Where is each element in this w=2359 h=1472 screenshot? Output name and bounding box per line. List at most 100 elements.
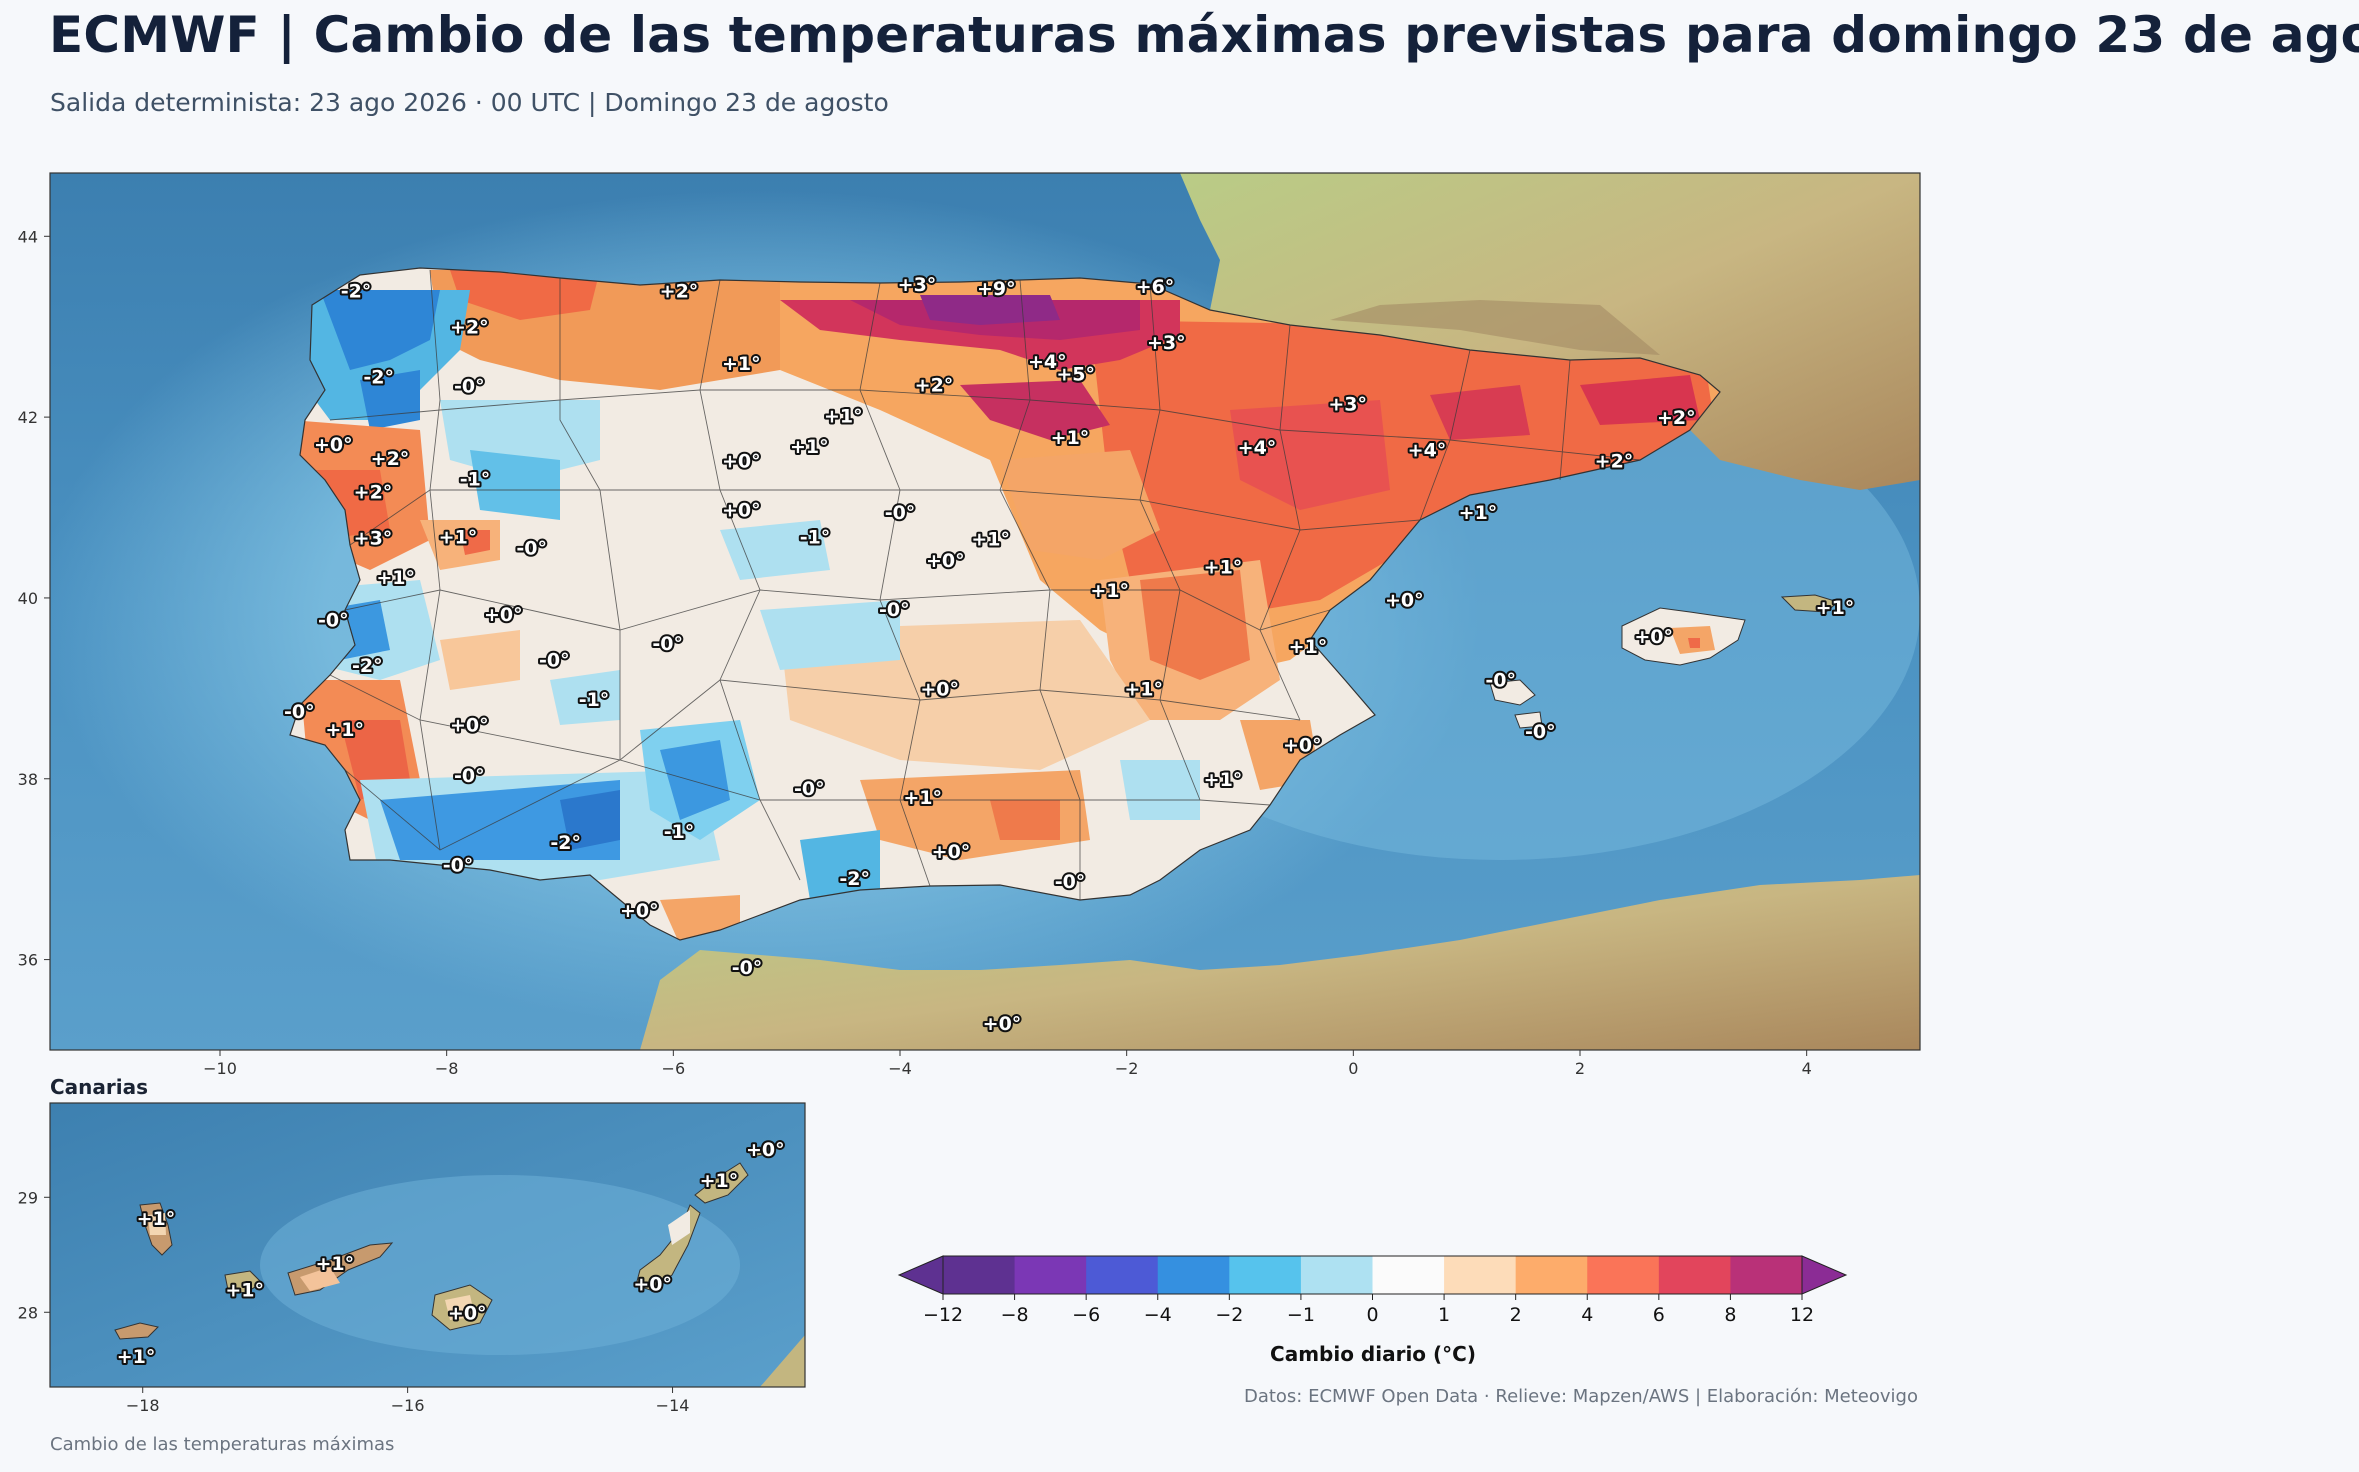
- main_map-value-label: +0°: [1283, 734, 1322, 756]
- main_map-value-label: -1°: [800, 526, 831, 548]
- baleares: [1489, 594, 1840, 729]
- main_map-value-label: -2°: [352, 655, 383, 677]
- main_map-value-label: +1°: [325, 719, 364, 741]
- main_map-value-label: +1°: [1289, 636, 1328, 658]
- main-map[interactable]: −10 −8 −6 −4 −2 0 2 4 36 38 40 42 44 -2° +2° -2° -0° +0°…: [0, 160, 1960, 1080]
- colorbar-label: Cambio diario (°C): [1270, 1342, 1476, 1366]
- main_map-value-label: -1°: [579, 689, 610, 711]
- main_map-value-label: +4°: [1028, 351, 1067, 373]
- main_map-ytick-label: 44: [18, 227, 38, 246]
- main_map-value-label: +1°: [1090, 580, 1129, 602]
- main_map-value-label: +2°: [354, 481, 393, 503]
- main_map-value-label: -0°: [284, 701, 315, 723]
- main_map-xtick-label: −8: [435, 1059, 459, 1078]
- canarias-inset-map[interactable]: −18 −16 −14 28 29 +1° +1° +1° +0° +0° +1° +0° +1°: [0, 1095, 820, 1425]
- main_map-xtick-label: −10: [203, 1059, 237, 1078]
- iberia-coastline: [289, 267, 1721, 941]
- page-title: ECMWF | Cambio de las temperaturas máxim…: [49, 6, 2359, 64]
- main_map-value-label: +1°: [1816, 597, 1855, 619]
- colorbar-segment: [1372, 1256, 1445, 1294]
- main-map-axes: −10 −8 −6 −4 −2 0 2 4 36 38 40 42 44: [18, 227, 1812, 1078]
- main_map-value-label: -0°: [516, 537, 547, 559]
- main_map-ytick-label: 38: [18, 770, 38, 789]
- la-gomera: [224, 1270, 263, 1294]
- inset-value-label: +1°: [315, 1253, 354, 1275]
- main_map-value-label: +0°: [450, 715, 489, 737]
- main_map-ytick-label: 42: [18, 408, 38, 427]
- colorbar-tick-label: −12: [923, 1304, 963, 1326]
- main_map-value-label: +0°: [722, 451, 761, 473]
- main_map-xtick-label: −6: [662, 1059, 686, 1078]
- main_map-xtick-label: 2: [1575, 1059, 1585, 1078]
- main_map-value-label: +0°: [932, 841, 971, 863]
- main_map-value-label: +0°: [1634, 626, 1673, 648]
- main_map-value-label: +0°: [920, 678, 959, 700]
- main_map-value-label: +3°: [898, 274, 937, 296]
- inset-ytick-label: 29: [18, 1188, 38, 1207]
- colorbar-segment: [1300, 1256, 1373, 1294]
- colorbar-segment: [1229, 1256, 1302, 1294]
- inset-xtick-label: −18: [126, 1396, 160, 1415]
- main_map-value-label: +1°: [1204, 556, 1243, 578]
- main-map-labels: -2°+2°-2° -0°+0°+2°+2°+3°+1°+1°-1°-0°-0°-…: [282, 272, 1856, 1037]
- colorbar-tick-label: 6: [1653, 1304, 1665, 1326]
- main_map-value-label: +4°: [1408, 440, 1447, 462]
- main_map-value-label: +3°: [1328, 394, 1367, 416]
- inset-value-label: +1°: [225, 1279, 264, 1301]
- main_map-ytick-label: 36: [18, 951, 38, 970]
- main_map-value-label: +4°: [1238, 437, 1277, 459]
- main_map-value-label: -0°: [454, 375, 485, 397]
- inset-value-label: +0°: [633, 1274, 672, 1296]
- main_map-value-label: +1°: [1051, 427, 1090, 449]
- main_map-value-label: +1°: [1204, 769, 1243, 791]
- colorbar-tick-label: 12: [1790, 1304, 1814, 1326]
- colorbar-tick-label: 2: [1510, 1304, 1522, 1326]
- colorbar-tick-label: 8: [1724, 1304, 1736, 1326]
- main_map-value-label: -1°: [664, 821, 695, 843]
- main_map-value-label: +2°: [915, 375, 954, 397]
- main_map-value-label: -2°: [341, 281, 372, 303]
- colorbar-segment: [1730, 1256, 1803, 1294]
- colorbar-tick-label: 1: [1438, 1304, 1450, 1326]
- inset-axes: −18 −16 −14 28 29: [18, 1188, 690, 1415]
- main_map-value-label: -0°: [454, 765, 485, 787]
- colorbar-tick-label: 4: [1581, 1304, 1593, 1326]
- main_map-value-label: -0°: [885, 502, 916, 524]
- main_map-value-label: -0°: [652, 633, 683, 655]
- main_map-xtick-label: −4: [888, 1059, 912, 1078]
- main_map-value-label: +3°: [354, 527, 393, 549]
- main_map-value-label: +1°: [824, 405, 863, 427]
- main_map-ytick-label: 40: [18, 589, 38, 608]
- inset-value-label: +1°: [137, 1208, 176, 1230]
- main_map-value-label: +0°: [1385, 590, 1424, 612]
- main_map-value-label: +0°: [926, 550, 965, 572]
- main_map-value-label: -0°: [1055, 871, 1086, 893]
- main_map-value-label: +1°: [722, 353, 761, 375]
- main_map-value-label: +0°: [620, 900, 659, 922]
- main_map-value-label: -2°: [363, 366, 394, 388]
- inset-value-label: +0°: [448, 1302, 487, 1324]
- main_map-value-label: +2°: [1657, 407, 1696, 429]
- colorbar-segment: [1086, 1256, 1159, 1294]
- inset-title: Canarias: [50, 1075, 149, 1099]
- colorbar-segment: [1658, 1256, 1731, 1294]
- lanzarote: [694, 1162, 749, 1204]
- inset-labels: +1° +1° +1° +0° +0° +1° +0° +1°: [115, 1137, 787, 1370]
- main_map-value-label: -0°: [539, 649, 570, 671]
- colorbar-extend-low: [897, 1255, 944, 1295]
- main_map-value-label: -0°: [879, 599, 910, 621]
- main_map-value-label: +2°: [660, 281, 699, 303]
- inset-xtick-label: −14: [656, 1396, 690, 1415]
- main_map-value-label: +2°: [1595, 451, 1634, 473]
- main_map-value-label: -0°: [318, 610, 349, 632]
- colorbar-tick-label: −6: [1072, 1304, 1100, 1326]
- main_map-value-label: +0°: [722, 499, 761, 521]
- colorbar-tick-label: 0: [1366, 1304, 1378, 1326]
- main_map-value-label: -0°: [1525, 721, 1556, 743]
- inset-ytick-label: 28: [18, 1303, 38, 1322]
- colorbar-segment: [1014, 1256, 1087, 1294]
- inset-value-label: +1°: [700, 1170, 739, 1192]
- main_map-value-label: +1°: [790, 436, 829, 458]
- main_map-value-label: -0°: [1485, 669, 1516, 691]
- main_map-value-label: +1°: [376, 567, 415, 589]
